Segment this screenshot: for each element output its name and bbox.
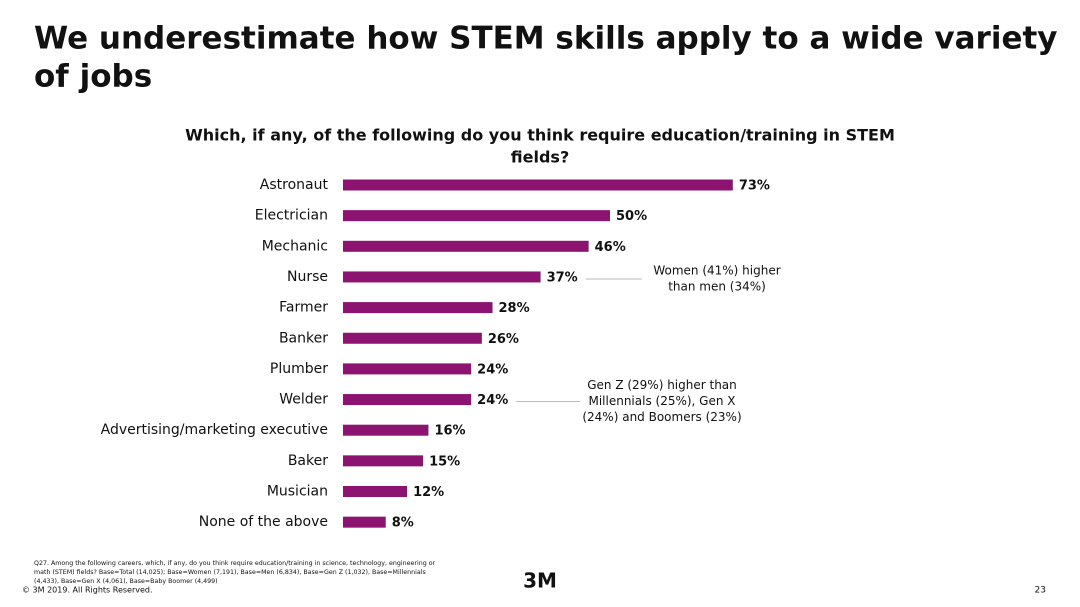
slide-heading: We underestimate how STEM skills apply t… [34, 21, 1058, 57]
bar [343, 240, 589, 252]
slide-heading: of jobs [34, 59, 152, 95]
bar [343, 179, 733, 191]
bar [343, 516, 386, 528]
page-number: 23 [1035, 586, 1046, 596]
bar [343, 424, 429, 436]
bar [343, 210, 610, 222]
chart-title: fields? [511, 148, 569, 167]
value-label: 15% [429, 454, 460, 469]
value-label: 16% [434, 424, 465, 439]
footnote: math (STEM) fields? Base=Total (14,025);… [34, 569, 426, 576]
copyright: © 3M 2019. All Rights Reserved. [22, 586, 153, 595]
annotation: (24%) and Boomers (23%) [582, 410, 741, 424]
bar [343, 332, 482, 344]
value-label: 50% [616, 209, 647, 224]
bar [343, 363, 472, 375]
value-label: 73% [739, 179, 770, 194]
chart-title: Which, if any, of the following do you t… [185, 126, 895, 145]
category-label: Musician [267, 484, 328, 500]
bar [343, 455, 424, 467]
annotation: than men (34%) [668, 279, 766, 293]
value-label: 26% [488, 332, 519, 347]
value-label: 12% [413, 485, 444, 500]
footnote: Q27. Among the following careers, which,… [34, 560, 436, 567]
category-label: Farmer [279, 300, 328, 316]
bar [343, 271, 541, 283]
category-label: Mechanic [262, 238, 328, 254]
value-label: 8% [392, 516, 414, 531]
category-label: Electrician [255, 208, 328, 224]
annotation: Women (41%) higher [653, 263, 780, 277]
category-label: Plumber [270, 361, 328, 377]
category-label: Baker [288, 453, 328, 469]
category-label: Banker [279, 330, 328, 346]
category-label: Advertising/marketing executive [101, 422, 328, 438]
annotation: Gen Z (29%) higher than [587, 378, 737, 392]
bar [343, 394, 472, 406]
category-label: Nurse [287, 269, 328, 285]
footnote: (4,433), Base=Gen X (4,061), Base=Baby B… [34, 578, 218, 585]
value-label: 46% [595, 240, 626, 255]
logo: 3M [523, 569, 557, 593]
value-label: 24% [477, 393, 508, 408]
category-label: Astronaut [260, 177, 329, 193]
category-label: Welder [279, 392, 328, 408]
category-label: None of the above [199, 514, 328, 530]
value-label: 37% [547, 270, 578, 285]
value-label: 24% [477, 362, 508, 377]
bar [343, 486, 408, 497]
bar [343, 302, 493, 314]
annotation: Millennials (25%), Gen X [588, 394, 735, 408]
value-label: 28% [499, 301, 530, 316]
